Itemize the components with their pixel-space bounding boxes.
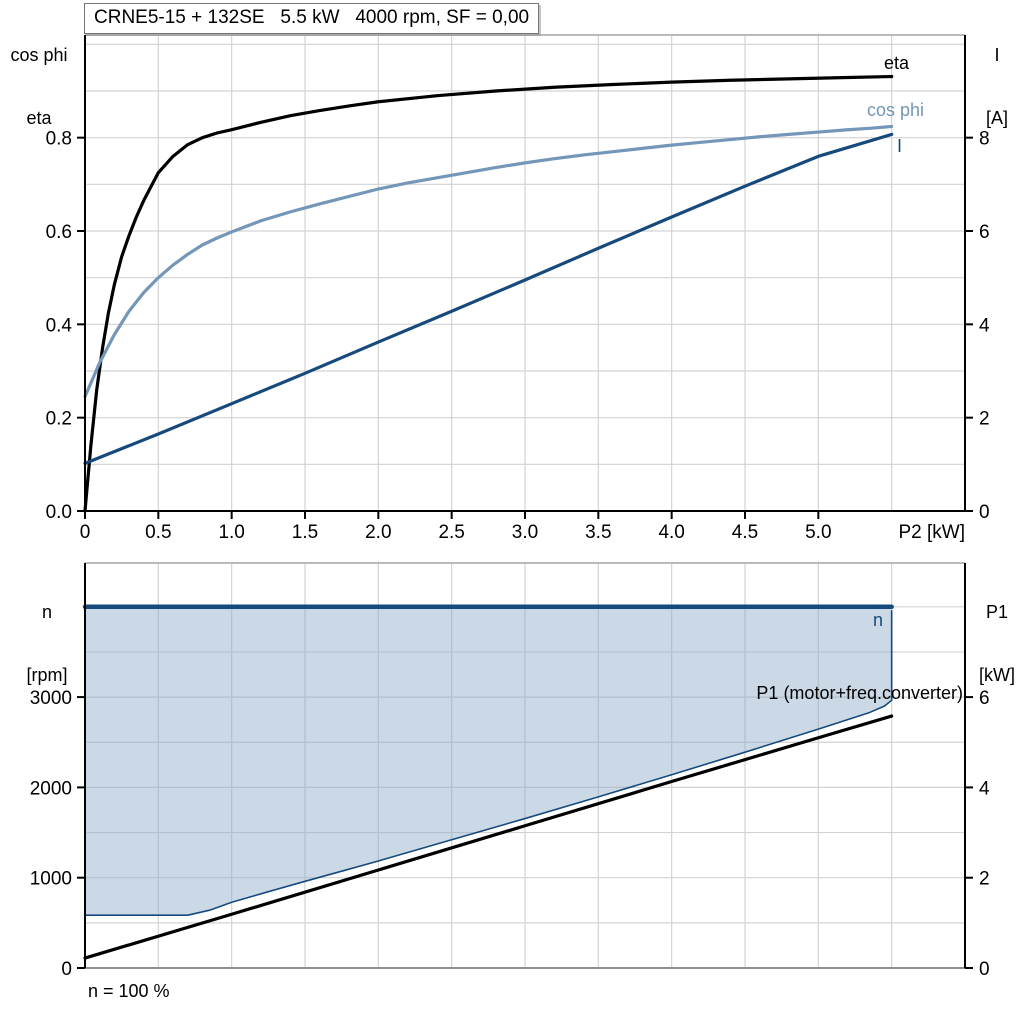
y-right-tick-label: 6 (979, 688, 990, 709)
y-right-tick-label: 0 (979, 502, 990, 523)
x-tick-label: 4.0 (658, 522, 684, 543)
y-right-tick-label: 2 (979, 409, 990, 430)
x-axis-label: P2 [kW] (898, 522, 965, 543)
p1-input-power-curve (83, 714, 894, 960)
p1-curve-label: P1 (motor+freq.converter) (756, 683, 963, 703)
x-tick-label: 1.5 (292, 522, 318, 543)
x-tick-label: 1.0 (218, 522, 244, 543)
top-left-axis-title: cos phi eta (2, 3, 76, 171)
y-right-tick-label: 0 (979, 959, 990, 980)
chart-title-box: CRNE5-15 + 132SE 5.5 kW 4000 rpm, SF = 0… (84, 3, 540, 34)
y-left-tick-label: 0.0 (46, 502, 72, 523)
gridlines (85, 563, 965, 968)
eta-curve-label: eta (884, 53, 910, 73)
top-right-axis-title-line2: [A] (985, 108, 1008, 128)
y-right-tick-label: 8 (979, 129, 990, 150)
bottom-left-axis-title-line1: n (41, 602, 52, 622)
bottom-right-axis-title-line1: P1 (985, 602, 1009, 622)
speed-power-chart: 0 1000 2000 3000 0 2 4 6 (30, 562, 990, 980)
current-curve (83, 132, 894, 465)
y-right-tick-label: 4 (979, 315, 990, 336)
bottom-left-axis-title-line2: [rpm] (26, 665, 68, 685)
tick-labels: 0 1000 2000 3000 0 2 4 6 (30, 688, 990, 980)
y-right-tick-label: 4 (979, 778, 990, 799)
y-left-tick-label: 0.6 (46, 222, 72, 243)
current-curve-label: I (897, 136, 903, 156)
axes-frame (77, 34, 973, 519)
speed-footnote: n = 100 % (88, 981, 170, 1001)
range-boundary-curve (84, 610, 893, 916)
bottom-right-axis-title-line2: [kW] (979, 665, 1015, 685)
gridlines (85, 35, 965, 511)
motor-performance-chart: 0.0 0.2 0.4 0.6 0.8 0 2 4 6 8 0 0.5 1.0 1.5 2.0 2.5 3.0 3… (46, 34, 990, 543)
top-left-axis-title-line2: eta (26, 108, 52, 128)
axes-frame (77, 562, 973, 969)
cos-phi-curve (83, 124, 894, 399)
y-left-tick-label: 3000 (30, 688, 72, 709)
y-left-tick-label: 2000 (30, 778, 72, 799)
y-left-tick-label: 0.4 (46, 315, 73, 336)
x-tick-label: 0.5 (145, 522, 171, 543)
x-tick-label: 3.5 (585, 522, 611, 543)
speed-control-range (85, 606, 892, 916)
x-tick-label: 5.0 (805, 522, 831, 543)
tick-labels: 0.0 0.2 0.4 0.6 0.8 0 2 4 6 8 0 0.5 1.0 1.5 2.0 2.5 3.0 3… (46, 129, 990, 543)
speed-curve-label: n (873, 610, 884, 630)
cos-phi-curve-label: cos phi (867, 100, 925, 120)
y-left-tick-label: 1000 (30, 869, 72, 890)
y-right-tick-label: 6 (979, 222, 990, 243)
top-right-axis-title: I [A] (973, 3, 1021, 171)
x-tick-label: 2.0 (365, 522, 391, 543)
eta-curve (83, 74, 894, 513)
bottom-left-axis-title: n [rpm] (16, 560, 78, 728)
y-right-tick-label: 2 (979, 869, 990, 890)
top-left-axis-title-line1: cos phi (10, 45, 68, 65)
y-left-tick-label: 0 (61, 959, 72, 980)
bottom-right-axis-title: P1 [kW] (968, 560, 1024, 728)
x-tick-label: 4.5 (732, 522, 758, 543)
x-tick-label: 0 (80, 522, 91, 543)
top-right-axis-title-line1: I (994, 45, 1000, 65)
x-tick-label: 2.5 (438, 522, 464, 543)
x-tick-label: 3.0 (512, 522, 538, 543)
y-left-tick-label: 0.2 (46, 409, 72, 430)
y-left-tick-label: 0.8 (46, 129, 72, 150)
